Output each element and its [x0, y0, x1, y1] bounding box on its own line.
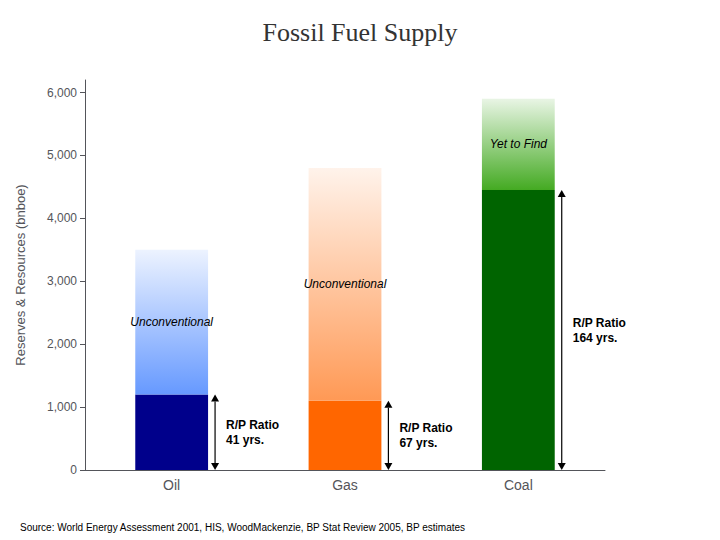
svg-text:Unconventional: Unconventional [304, 277, 387, 291]
svg-text:67 yrs.: 67 yrs. [399, 436, 437, 450]
svg-text:Unconventional: Unconventional [130, 315, 213, 329]
svg-text:164 yrs.: 164 yrs. [573, 331, 618, 345]
svg-text:Oil: Oil [163, 477, 180, 493]
svg-text:R/P Ratio: R/P Ratio [399, 421, 452, 435]
svg-text:3,000: 3,000 [47, 274, 77, 288]
svg-text:0: 0 [70, 463, 77, 477]
svg-text:Reserves & Resources (bnboe): Reserves & Resources (bnboe) [13, 184, 28, 365]
svg-text:4,000: 4,000 [47, 211, 77, 225]
svg-text:Coal: Coal [504, 477, 533, 493]
svg-text:R/P Ratio: R/P Ratio [573, 316, 626, 330]
svg-text:Yet to Find: Yet to Find [490, 137, 548, 151]
svg-text:Source: World Energy Assessmen: Source: World Energy Assessment 2001, HI… [20, 522, 465, 533]
svg-text:41 yrs.: 41 yrs. [226, 433, 264, 447]
svg-text:Gas: Gas [332, 477, 358, 493]
svg-text:5,000: 5,000 [47, 148, 77, 162]
svg-text:1,000: 1,000 [47, 400, 77, 414]
svg-text:Fossil Fuel Supply: Fossil Fuel Supply [262, 18, 457, 47]
svg-text:6,000: 6,000 [47, 86, 77, 100]
svg-text:2,000: 2,000 [47, 337, 77, 351]
svg-text:R/P Ratio: R/P Ratio [226, 418, 279, 432]
